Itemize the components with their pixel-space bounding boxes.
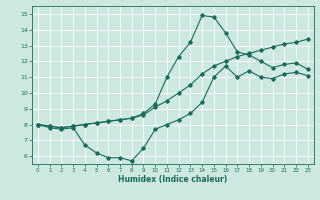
X-axis label: Humidex (Indice chaleur): Humidex (Indice chaleur) [118, 175, 228, 184]
